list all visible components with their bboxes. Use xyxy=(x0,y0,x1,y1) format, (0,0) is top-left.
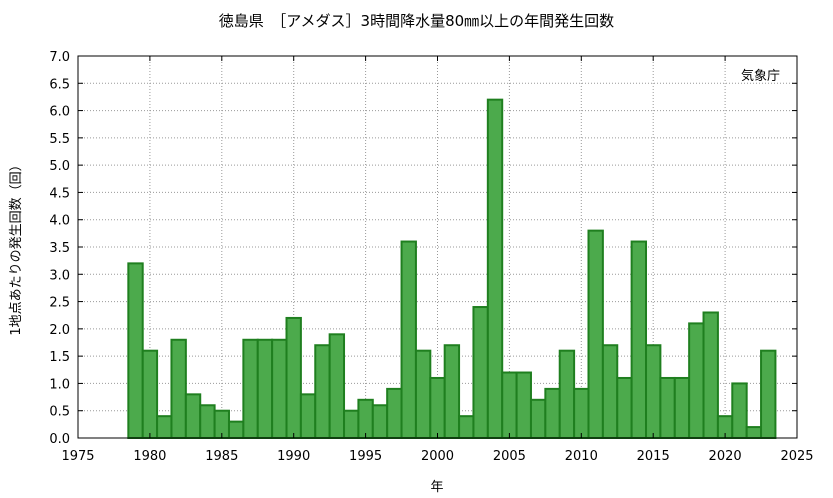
bar-1988 xyxy=(256,338,274,439)
bar-1996 xyxy=(371,404,389,439)
chart-title: 徳島県 ［アメダス］3時間降水量80㎜以上の年間発生回数 xyxy=(218,12,615,30)
bar-2021 xyxy=(731,382,748,439)
y-tick-label: 6.5 xyxy=(49,77,70,92)
bar-2005 xyxy=(501,371,518,439)
bar-1987 xyxy=(242,338,259,439)
bar-1983 xyxy=(184,393,202,440)
bar-2001 xyxy=(443,344,461,440)
bar-1997 xyxy=(386,387,403,439)
bar-2015 xyxy=(645,344,662,440)
x-tick-label: 2020 xyxy=(709,449,742,464)
x-tick-label: 2010 xyxy=(565,449,598,464)
y-tick-label: 4.5 xyxy=(49,186,70,201)
bar-2022 xyxy=(745,426,763,440)
source-label: 気象庁 xyxy=(741,68,780,84)
x-tick-label: 1985 xyxy=(205,449,238,464)
bar-2016 xyxy=(659,376,676,440)
y-tick-label: 0.5 xyxy=(49,405,70,420)
bar-1992 xyxy=(314,344,331,440)
bar-2010 xyxy=(573,387,590,439)
bar-1982 xyxy=(170,338,187,439)
bar-1991 xyxy=(299,393,317,440)
x-tick-label: 2025 xyxy=(780,449,813,464)
bar-2009 xyxy=(558,349,576,439)
y-tick-label: 0.0 xyxy=(49,432,70,447)
y-tick-label: 5.0 xyxy=(49,159,70,174)
x-tick-label: 1980 xyxy=(133,449,166,464)
bar-1980 xyxy=(141,349,159,439)
bar-2017 xyxy=(673,376,691,440)
y-axis-title: 1地点あたりの発生回数（回） xyxy=(9,158,24,335)
bar-2004 xyxy=(486,98,504,440)
bar-2006 xyxy=(515,371,532,439)
bar-1999 xyxy=(414,349,432,439)
x-tick-label: 2000 xyxy=(421,449,454,464)
bar-2019 xyxy=(702,311,719,439)
x-tick-label: 1995 xyxy=(349,449,382,464)
bar-1994 xyxy=(343,409,360,440)
y-tick-label: 7.0 xyxy=(49,50,70,65)
bar-2013 xyxy=(616,376,633,440)
y-tick-label: 2.0 xyxy=(49,323,70,338)
bar-1979 xyxy=(127,262,144,439)
bar-1981 xyxy=(156,415,173,439)
bar-2007 xyxy=(529,398,547,439)
y-tick-label: 6.0 xyxy=(49,105,70,120)
x-tick-label: 2005 xyxy=(493,449,526,464)
x-tick-label: 1975 xyxy=(61,449,94,464)
y-tick-label: 4.0 xyxy=(49,214,70,229)
bars xyxy=(127,98,777,440)
bar-2012 xyxy=(601,344,619,440)
bar-2011 xyxy=(587,229,604,439)
bar-1984 xyxy=(199,404,216,439)
bar-2008 xyxy=(544,387,561,439)
bar-1989 xyxy=(271,338,288,439)
x-axis-title: 年 xyxy=(430,480,443,495)
bar-1998 xyxy=(400,240,417,439)
y-tick-label: 5.5 xyxy=(49,132,70,147)
bar-2000 xyxy=(429,376,446,440)
bar-2014 xyxy=(630,240,648,439)
bar-1993 xyxy=(328,333,346,440)
bar-1986 xyxy=(227,420,245,439)
y-tick-label: 3.5 xyxy=(49,241,70,256)
x-tick-label: 1990 xyxy=(277,449,310,464)
x-tick-label: 2015 xyxy=(637,449,670,464)
y-tick-label: 1.5 xyxy=(49,350,70,365)
y-tick-label: 2.5 xyxy=(49,296,70,311)
bar-2018 xyxy=(688,322,705,439)
bar-1990 xyxy=(285,316,302,440)
y-tick-label: 3.0 xyxy=(49,268,70,283)
ticks: 0.0 0.5 1.0 1.5 2.0 2.5 3.0 3.5 4.0 4.5 5.0 5.5 6.0 6… xyxy=(49,50,813,464)
y-tick-label: 1.0 xyxy=(49,377,70,392)
bar-2003 xyxy=(472,306,489,439)
bar-2002 xyxy=(458,415,475,439)
bar-1995 xyxy=(357,398,374,439)
bar-2023 xyxy=(760,349,777,439)
